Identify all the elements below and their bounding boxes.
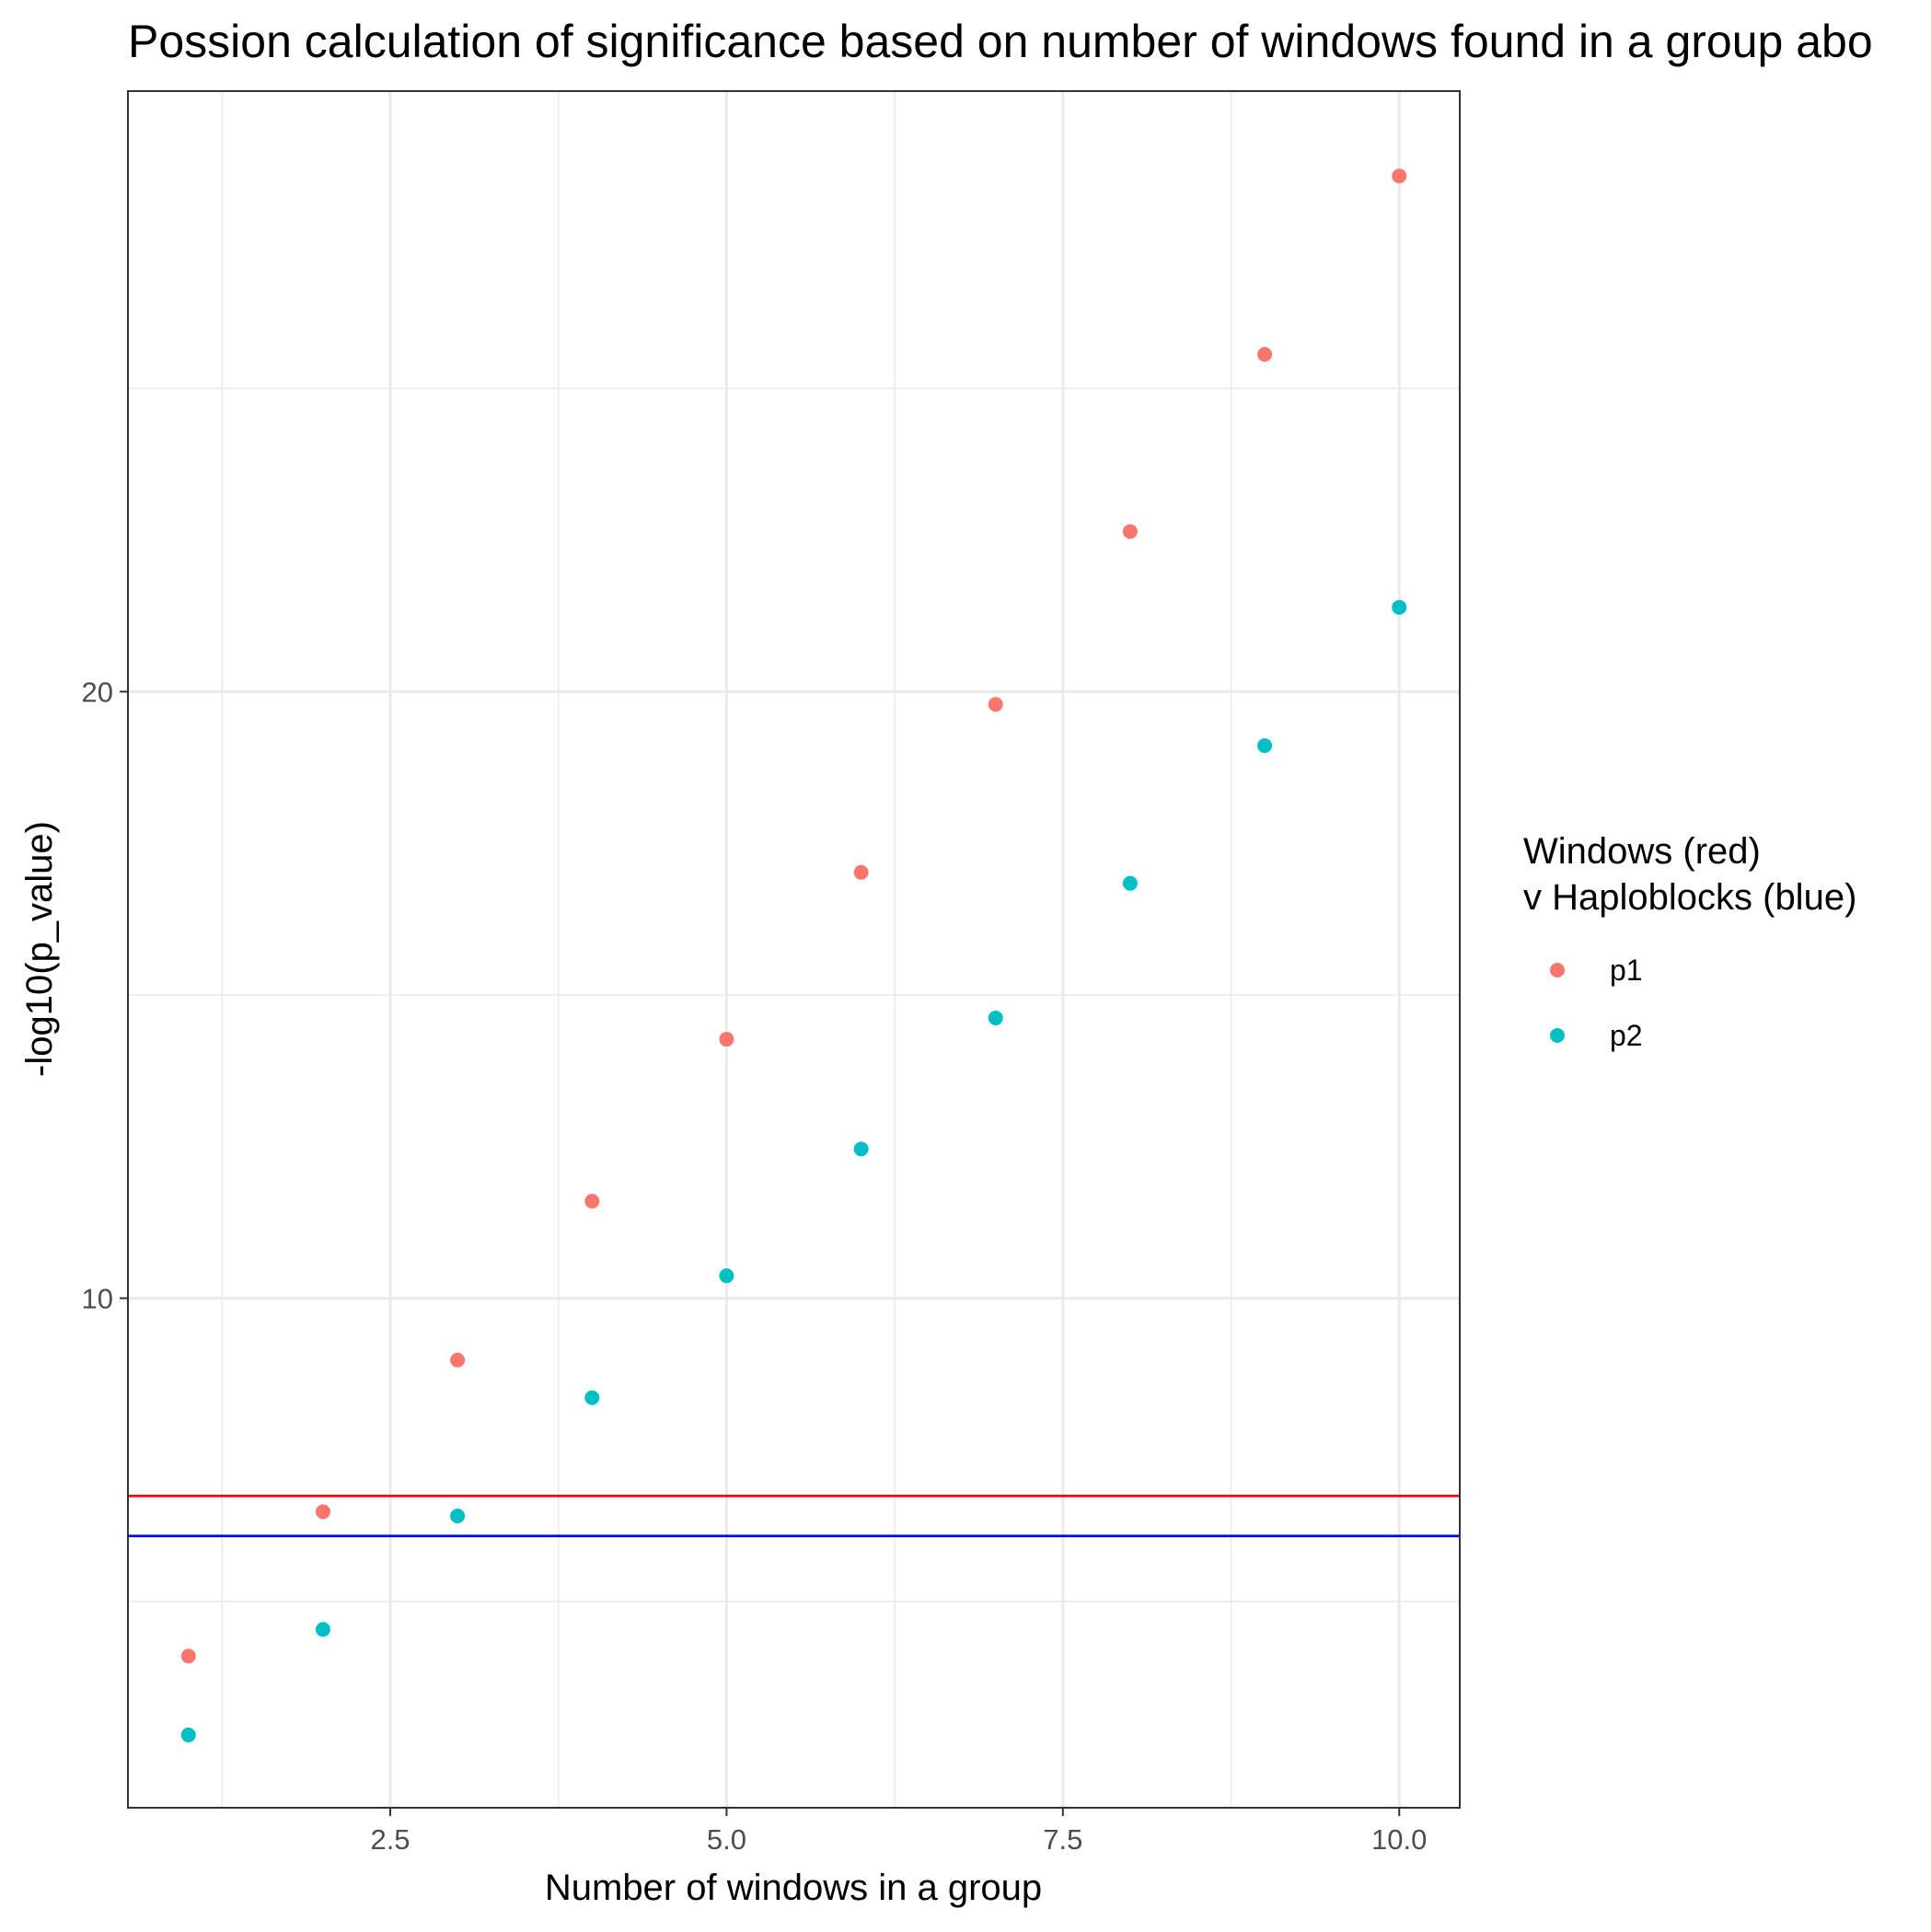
point-p1-9: [1257, 347, 1273, 363]
y-axis: 10 20: [82, 676, 128, 1314]
plot-panel: [127, 90, 1461, 1809]
panel-border: [127, 90, 1461, 1809]
legend-title-line-2: v Haploblocks (blue): [1523, 877, 1856, 918]
legend-label-p1: p1: [1610, 954, 1643, 987]
point-p1-1: [180, 1649, 196, 1664]
data-points: [180, 168, 1407, 1742]
x-tick-label: 7.5: [1043, 1823, 1082, 1856]
x-axis: 2.5 5.0 7.5 10.0: [370, 1808, 1427, 1856]
point-p2-9: [1257, 738, 1273, 754]
x-tick-label: 5.0: [707, 1823, 746, 1856]
point-p2-10: [1392, 599, 1407, 615]
reference-lines: [128, 1494, 1460, 1538]
point-p2-6: [853, 1141, 869, 1157]
legend-key-p1: [1550, 963, 1565, 978]
x-tick-label: 2.5: [370, 1823, 410, 1856]
point-p1-2: [315, 1504, 330, 1520]
point-p2-1: [180, 1727, 196, 1742]
point-p1-4: [584, 1193, 600, 1209]
point-p1-6: [853, 864, 869, 880]
point-p2-2: [315, 1622, 330, 1637]
point-p1-5: [719, 1032, 734, 1047]
point-p1-7: [988, 697, 1003, 712]
point-p1-8: [1122, 524, 1138, 539]
legend: Windows (red) v Haploblocks (blue) p1 p2: [1523, 831, 1856, 1052]
point-p1-10: [1392, 168, 1407, 184]
legend-key-p2: [1550, 1028, 1565, 1043]
chart-title: Possion calculation of significance base…: [128, 16, 1873, 67]
x-axis-title: Number of windows in a group: [545, 1868, 1042, 1908]
y-tick-label: 10: [82, 1282, 113, 1314]
point-p2-3: [450, 1509, 466, 1524]
legend-keys: p1 p2: [1550, 954, 1643, 1052]
point-p2-8: [1122, 875, 1138, 891]
gridlines: [128, 91, 1460, 1808]
y-tick-label: 20: [82, 676, 113, 708]
legend-title-line-1: Windows (red): [1523, 831, 1761, 872]
point-p2-7: [988, 1010, 1003, 1025]
x-tick-label: 10.0: [1371, 1823, 1427, 1856]
point-p1-3: [450, 1352, 466, 1368]
y-axis-title: -log10(p_value): [19, 821, 60, 1077]
legend-label-p2: p2: [1610, 1019, 1643, 1052]
point-p2-5: [719, 1268, 734, 1284]
panel-background: [128, 91, 1460, 1808]
point-p2-4: [584, 1390, 600, 1406]
